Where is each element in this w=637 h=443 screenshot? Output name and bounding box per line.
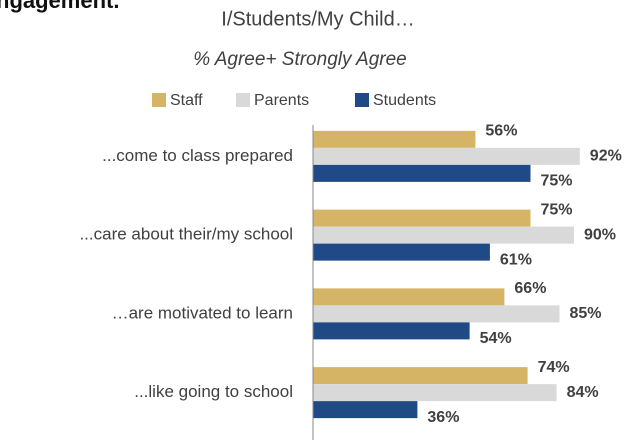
bar xyxy=(313,384,557,402)
bar xyxy=(313,130,476,148)
legend-swatch xyxy=(152,93,166,107)
data-label: 66% xyxy=(514,280,546,297)
bar xyxy=(313,243,490,261)
bar xyxy=(313,226,574,244)
bar xyxy=(313,147,580,165)
bar xyxy=(313,401,418,419)
data-label: 90% xyxy=(584,226,616,243)
data-label: 75% xyxy=(541,201,573,218)
bar xyxy=(313,209,531,227)
legend-swatch xyxy=(236,93,250,107)
chart-title: I/Students/My Child… xyxy=(221,8,414,30)
bar xyxy=(313,322,470,340)
data-label: 61% xyxy=(500,251,532,268)
data-label: 75% xyxy=(541,173,573,190)
category-label: ...care about their/my school xyxy=(79,225,293,244)
category-label: ...come to class prepared xyxy=(102,146,293,165)
data-label: 74% xyxy=(538,359,570,376)
data-label: 85% xyxy=(570,305,602,322)
legend-swatch xyxy=(355,93,369,107)
bar xyxy=(313,305,560,323)
data-label: 84% xyxy=(567,384,599,401)
category-label: ...like going to school xyxy=(134,382,293,401)
bar xyxy=(313,367,528,385)
chart-subtitle: % Agree+ Strongly Agree xyxy=(193,49,407,70)
data-label: 92% xyxy=(590,148,622,165)
data-label: 56% xyxy=(485,123,517,140)
heading: ngagement. xyxy=(0,0,119,13)
category-label: …are motivated to learn xyxy=(112,303,293,322)
data-label: 36% xyxy=(427,409,459,426)
legend-label: Students xyxy=(373,92,436,109)
legend-label: Staff xyxy=(170,92,203,109)
bar xyxy=(313,288,505,306)
legend-label: Parents xyxy=(254,92,309,109)
data-label: 54% xyxy=(480,330,512,347)
bar xyxy=(313,164,531,182)
